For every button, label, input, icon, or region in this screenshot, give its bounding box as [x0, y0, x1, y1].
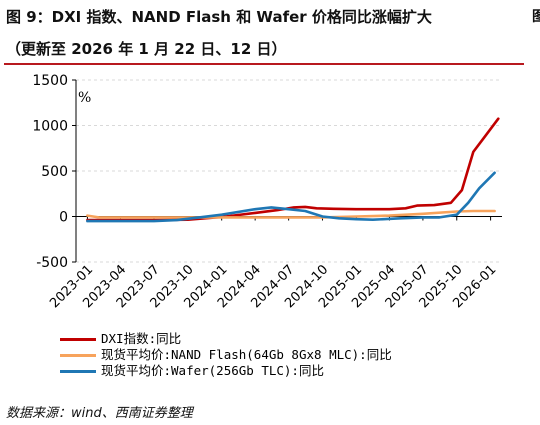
chart-subtitle: （更新至 2026 年 1 月 22 日、12 日）	[6, 40, 287, 58]
y-axis-label: %	[78, 90, 91, 106]
line-chart: -500050010001500%2023-012023-042023-0720…	[32, 73, 502, 311]
y-tick-label: 500	[41, 164, 68, 180]
clipped-next-subtitle-fragment: （	[532, 38, 540, 58]
series-line-3	[86, 171, 496, 223]
series-line-1	[86, 117, 500, 222]
series-lines	[86, 117, 500, 223]
tick-labels: -500050010001500%2023-012023-042023-0720…	[32, 73, 499, 311]
legend-label: DXI指数:同比	[101, 331, 182, 346]
legend-swatch	[60, 370, 96, 373]
y-tick-label: 1000	[32, 119, 68, 135]
gridlines	[76, 79, 502, 263]
title-rule	[4, 63, 524, 65]
legend-label: 现货平均价:Wafer(256Gb TLC):同比	[101, 363, 324, 378]
source-note: 数据来源：wind、西南证券整理	[6, 406, 193, 421]
y-tick-label: -500	[36, 255, 68, 271]
legend-label: 现货平均价:NAND Flash(64Gb 8Gx8 MLC):同比	[101, 347, 392, 362]
series-line-2	[86, 209, 496, 219]
y-tick-label: 0	[59, 210, 68, 226]
legend-swatch	[60, 354, 96, 357]
y-tick-label: 1500	[32, 73, 68, 89]
clipped-next-title-fragment: 图	[532, 9, 540, 25]
chart-title: 图 9：DXI 指数、NAND Flash 和 Wafer 价格同比涨幅扩大	[6, 8, 432, 26]
legend-swatch	[60, 338, 96, 341]
